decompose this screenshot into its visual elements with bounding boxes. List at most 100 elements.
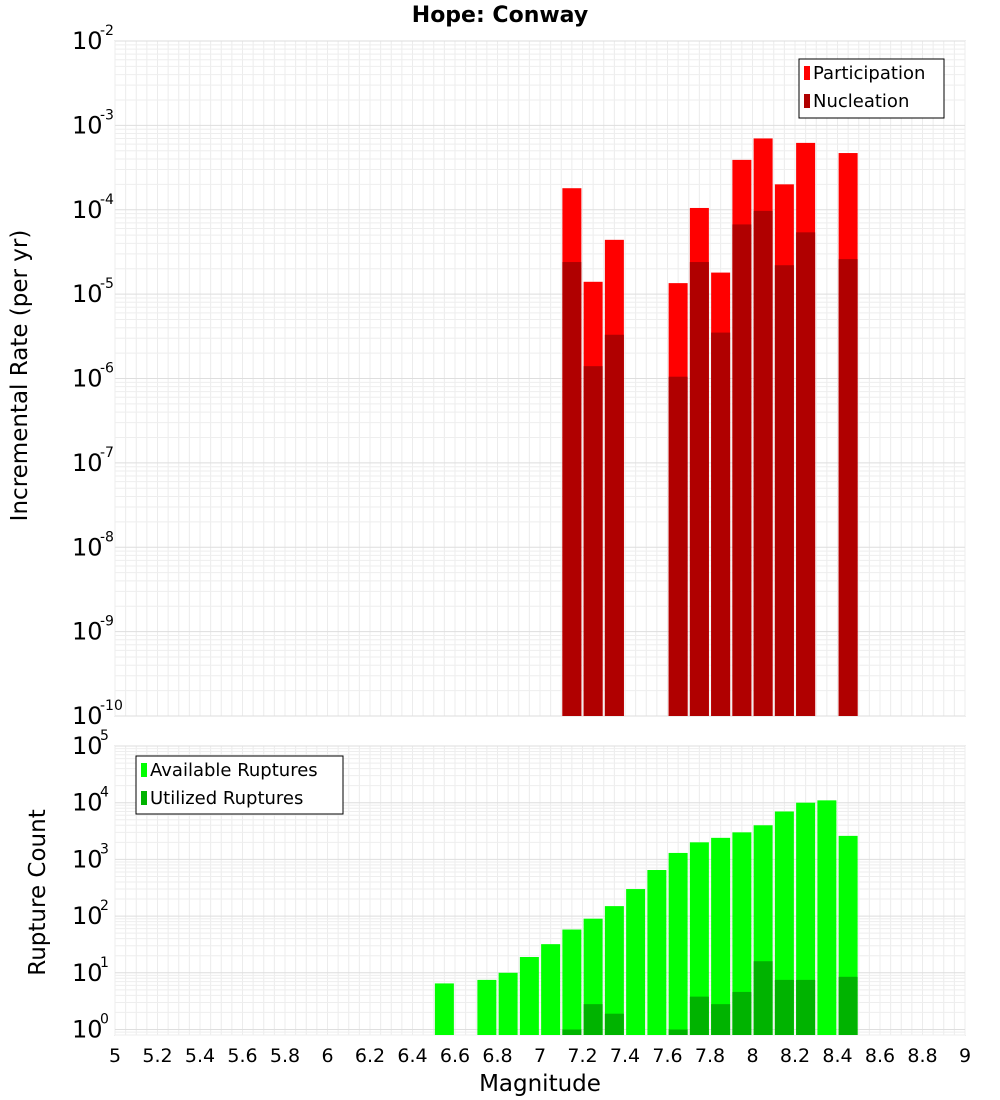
x-tick-label: 8.8 — [907, 1045, 937, 1067]
count-legend-box — [135, 755, 344, 815]
y-tick-label-base: 10 — [72, 533, 103, 561]
count-bar-available-ruptures — [817, 800, 837, 1035]
count-bar-utilized-ruptures — [774, 979, 794, 1035]
legend-swatch-utilized — [141, 791, 147, 805]
y-tick-label-base: 10 — [72, 365, 103, 393]
x-tick-label: 8.2 — [780, 1045, 810, 1067]
rate-bar-nucleation — [774, 265, 794, 716]
x-tick-label: 5 — [109, 1045, 121, 1067]
count-bar-available-ruptures — [519, 956, 539, 1035]
count-bar-available-ruptures — [668, 852, 688, 1035]
y-tick-label-base: 10 — [72, 845, 103, 873]
legend-label-participation: Participation — [813, 63, 925, 84]
x-tick-label: 8 — [746, 1045, 758, 1067]
count-bar-utilized-ruptures — [562, 1029, 582, 1035]
rate-bar-nucleation — [562, 262, 582, 716]
rate-legend: Participation Nucleation — [798, 58, 945, 119]
count-bar-utilized-ruptures — [689, 996, 709, 1035]
count-legend: Available Ruptures Utilized Ruptures — [135, 755, 344, 815]
count-bar-utilized-ruptures — [753, 961, 773, 1035]
legend-label-utilized: Utilized Ruptures — [150, 788, 303, 809]
x-tick-label: 6.8 — [482, 1045, 512, 1067]
count-bar-utilized-ruptures — [796, 979, 816, 1035]
legend-swatch-available — [141, 763, 147, 777]
y-tick-label-exponent: 3 — [100, 841, 109, 857]
rate-y-ticks: 10-210-310-410-510-610-710-810-910-10 — [72, 23, 123, 730]
rate-panel: 10-210-310-410-510-610-710-810-910-10 In… — [7, 23, 966, 730]
count-bars — [434, 800, 858, 1035]
x-tick-label: 7.6 — [652, 1045, 682, 1067]
count-bar-available-ruptures — [604, 906, 624, 1035]
count-bar-utilized-ruptures — [604, 1013, 624, 1035]
count-bar-utilized-ruptures — [668, 1029, 688, 1035]
y-tick-label-exponent: -9 — [100, 614, 114, 630]
chart-title: Hope: Conway — [412, 3, 588, 28]
count-bar-available-ruptures — [434, 983, 454, 1035]
y-tick-label-base: 10 — [72, 732, 103, 760]
count-bar-available-ruptures — [541, 944, 561, 1035]
x-tick-label: 7 — [534, 1045, 546, 1067]
x-tick-label: 8.4 — [822, 1045, 852, 1067]
x-tick-label: 5.2 — [142, 1045, 172, 1067]
legend-label-available: Available Ruptures — [150, 760, 318, 781]
rate-bar-nucleation — [689, 262, 709, 716]
y-tick-label-exponent: -7 — [100, 445, 114, 461]
rate-bars — [562, 138, 858, 717]
legend-label-nucleation: Nucleation — [813, 91, 909, 112]
count-bar-available-ruptures — [732, 832, 752, 1035]
rate-bar-nucleation — [583, 366, 603, 716]
x-tick-label: 7.2 — [567, 1045, 597, 1067]
x-tick-label: 6.6 — [440, 1045, 470, 1067]
x-tick-label: 6.4 — [397, 1045, 427, 1067]
y-tick-label-exponent: 4 — [100, 785, 109, 801]
y-tick-label-base: 10 — [72, 902, 103, 930]
y-tick-label-base: 10 — [72, 27, 103, 55]
x-tick-label: 7.4 — [610, 1045, 640, 1067]
y-tick-label-base: 10 — [72, 280, 103, 308]
y-tick-label-exponent: -5 — [100, 276, 114, 292]
legend-swatch-participation — [804, 66, 810, 80]
count-bar-utilized-ruptures — [583, 1004, 603, 1035]
y-tick-label-exponent: -4 — [100, 192, 114, 208]
x-tick-label: 8.6 — [865, 1045, 895, 1067]
x-tick-label: 5.6 — [227, 1045, 257, 1067]
x-tick-label: 9 — [959, 1045, 971, 1067]
count-bar-available-ruptures — [626, 889, 646, 1035]
x-tick-label: 6.2 — [355, 1045, 385, 1067]
count-bar-utilized-ruptures — [838, 976, 858, 1035]
rate-bar-nucleation — [796, 232, 816, 716]
count-bar-utilized-ruptures — [732, 991, 752, 1035]
count-bar-available-ruptures — [689, 842, 709, 1035]
count-bar-available-ruptures — [647, 870, 667, 1035]
count-bar-available-ruptures — [796, 802, 816, 1035]
y-tick-label-exponent: -8 — [100, 529, 114, 545]
y-tick-label-exponent: 5 — [100, 728, 109, 744]
y-tick-label-base: 10 — [72, 1016, 103, 1044]
count-bar-available-ruptures — [477, 979, 497, 1035]
y-tick-label-base: 10 — [72, 449, 103, 477]
y-tick-label-exponent: 0 — [100, 1012, 109, 1028]
y-tick-label-base: 10 — [72, 959, 103, 987]
x-tick-label: 6 — [321, 1045, 333, 1067]
rate-bar-nucleation — [732, 224, 752, 717]
x-tick-label: 5.8 — [270, 1045, 300, 1067]
magnitude-x-ticks: 5 5.2 5.4 5.6 5.8 6 6.2 6.4 6.6 6.8 7 7.2 7.4 7.6 7.8 8… — [109, 1045, 971, 1067]
y-tick-label-base: 10 — [72, 618, 103, 646]
y-tick-label-exponent: 1 — [100, 955, 109, 971]
count-bar-available-ruptures — [774, 811, 794, 1035]
rate-legend-box — [798, 58, 945, 119]
y-tick-label-exponent: 2 — [100, 898, 109, 914]
magnitude-x-axis-label: Magnitude — [479, 1071, 601, 1097]
rate-bar-nucleation — [604, 334, 624, 716]
rate-gridlines — [114, 40, 966, 717]
y-tick-label-base: 10 — [72, 196, 103, 224]
count-bar-available-ruptures — [498, 972, 518, 1035]
rate-bar-nucleation — [668, 376, 688, 716]
count-bar-available-ruptures — [562, 929, 582, 1035]
x-tick-label: 5.4 — [185, 1045, 215, 1067]
rate-bar-nucleation — [838, 259, 858, 716]
y-tick-label-exponent: -3 — [100, 107, 114, 123]
